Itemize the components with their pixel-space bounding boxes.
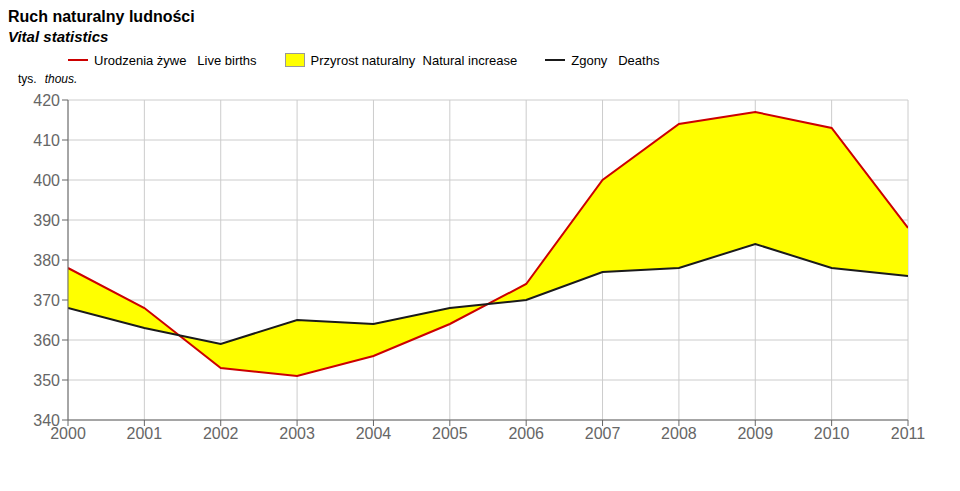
html-text:thous.: thous. (44, 72, 78, 86)
html-text:Przyrost naturalny Natural inc: Przyrost naturalny Natural increase (310, 52, 518, 68)
svg-text:370: 370 (33, 292, 60, 309)
svg-text:420: 420 (33, 92, 60, 109)
svg-text:2002: 2002 (203, 425, 239, 442)
svg-text:2001: 2001 (127, 425, 163, 442)
svg-text:2011: 2011 (891, 425, 926, 442)
html-text:Vital statistics: Vital statistics (8, 28, 109, 45)
svg-text:2009: 2009 (737, 425, 773, 442)
svg-text:350: 350 (33, 372, 60, 389)
svg-text:2004: 2004 (356, 425, 392, 442)
html-text:tys.: tys. (18, 72, 37, 86)
svg-text:2003: 2003 (279, 425, 315, 442)
html-text:Urodzenia żywe Live births: Urodzenia żywe Live births (94, 52, 257, 68)
svg-text:400: 400 (33, 172, 60, 189)
svg-text:410: 410 (33, 132, 60, 149)
html-text:Zgony Deaths: Zgony Deaths (571, 52, 660, 68)
svg-text:380: 380 (33, 252, 60, 269)
svg-text:390: 390 (33, 212, 60, 229)
svg-text:2007: 2007 (585, 425, 621, 442)
html-text:Ruch naturalny ludności: Ruch naturalny ludności (8, 8, 195, 25)
svg-text:2006: 2006 (508, 425, 544, 442)
svg-text:2005: 2005 (432, 425, 468, 442)
svg-text:2008: 2008 (661, 425, 697, 442)
svg-text:360: 360 (33, 332, 60, 349)
svg-text:2010: 2010 (814, 425, 850, 442)
svg-text:340: 340 (33, 412, 60, 429)
svg-text:2000: 2000 (50, 425, 86, 443)
